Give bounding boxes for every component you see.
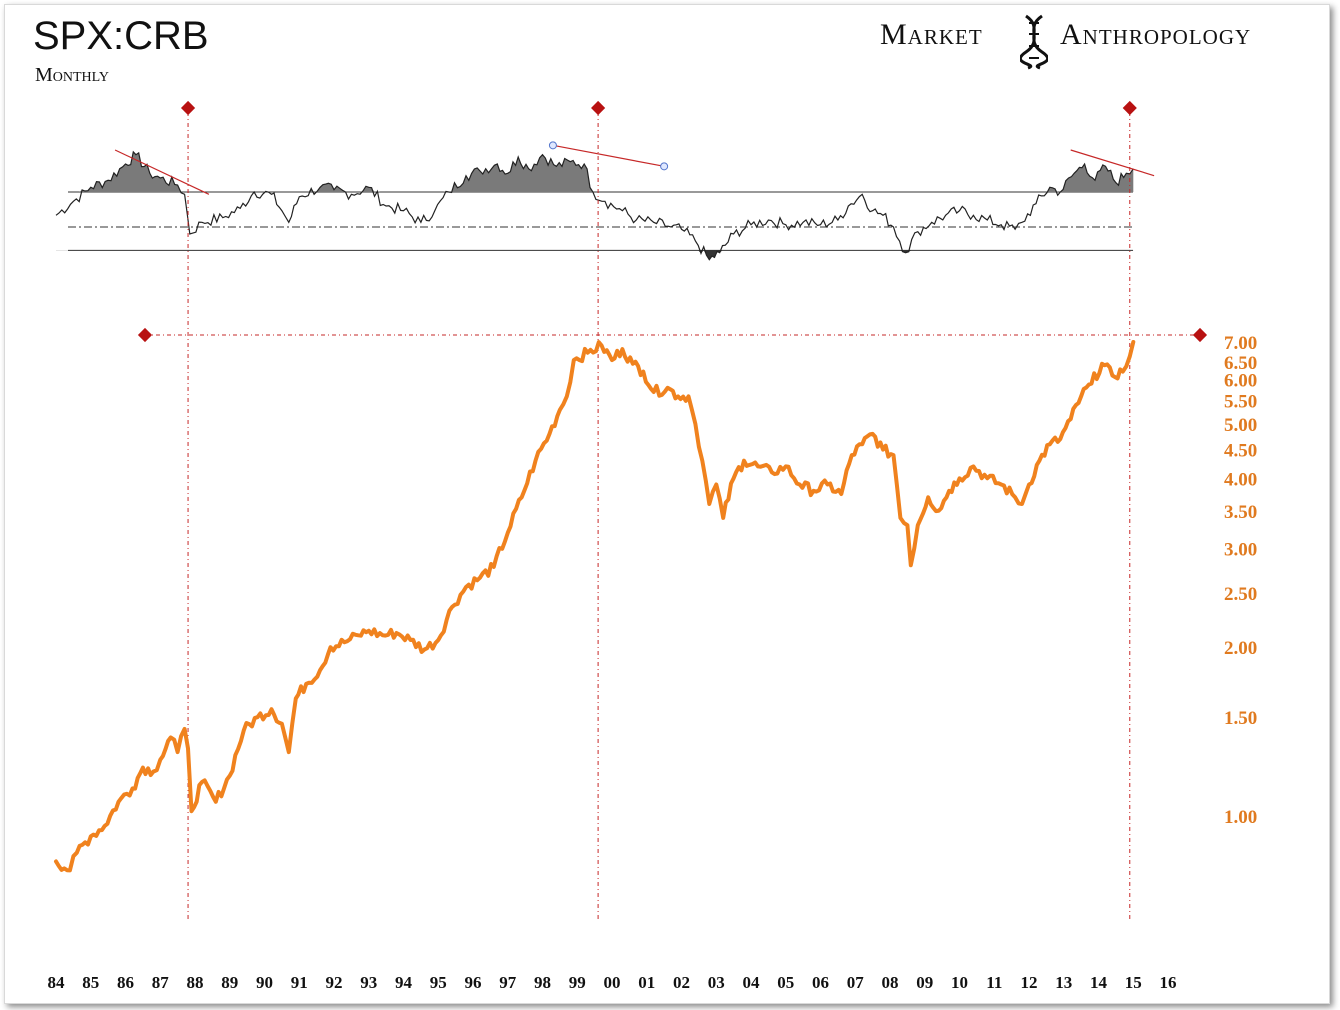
x-tick-label: 86 [117,973,134,992]
brand-name-right: Anthropology [1060,18,1252,51]
oscillator-overbought-area [56,151,1134,192]
x-tick-label: 14 [1090,973,1108,992]
x-tick-label: 91 [291,973,308,992]
x-tick-label: 09 [916,973,933,992]
x-tick-label: 08 [882,973,899,992]
x-tick-label: 06 [812,973,829,992]
y-tick-label: 7.00 [1224,333,1257,354]
diamond-marker [137,327,153,343]
x-tick-label: 05 [777,973,794,992]
x-tick-label: 16 [1160,973,1177,992]
y-tick-label: 2.50 [1224,584,1257,605]
x-tick-label: 88 [187,973,204,992]
oscillator-overbought-fill [56,151,1134,260]
x-tick-label: 13 [1055,973,1072,992]
diamond-marker [1192,327,1208,343]
x-tick-label: 95 [430,973,447,992]
y-tick-label: 3.50 [1224,502,1257,523]
x-tick-label: 89 [221,973,238,992]
x-tick-label: 07 [847,973,865,992]
x-tick-label: 94 [395,973,413,992]
x-tick-label: 12 [1021,973,1038,992]
y-tick-label: 4.50 [1224,441,1257,462]
x-tick-label: 01 [638,973,655,992]
x-tick-label: 92 [326,973,343,992]
chart-title: SPX:CRB [33,14,209,58]
x-tick-label: 02 [673,973,690,992]
y-tick-label: 5.00 [1224,415,1257,436]
divergence-trendline [552,144,665,167]
x-tick-label: 90 [256,973,273,992]
diamond-marker [1122,100,1137,116]
y-tick-label: 5.50 [1224,392,1257,413]
ratio-series [54,340,1136,873]
y-tick-label: 3.00 [1224,539,1257,560]
oscillator-line [55,150,1134,261]
x-tick-label: 84 [48,973,66,992]
brand-name-left: Market [880,18,983,51]
x-tick-label: 96 [465,973,482,992]
x-tick-label: 87 [152,973,170,992]
x-tick-label: 98 [534,973,551,992]
x-tick-label: 15 [1125,973,1142,992]
y-tick-label: 1.00 [1224,807,1257,828]
oscillator-oversold-area [56,250,1134,260]
ratio-line [54,340,1136,873]
x-tick-label: 11 [986,973,1002,992]
x-tick-label: 03 [708,973,725,992]
y-tick-label: 2.00 [1224,638,1257,659]
x-tick-label: 10 [951,973,968,992]
x-tick-label: 00 [604,973,621,992]
y-tick-label: 6.00 [1224,371,1257,392]
x-axis-ticks: 84 85 86 87 88 89 90 91 92 93 94 95 96 97 98 99 00 01 02 03… [48,973,1177,992]
diamond-marker [591,100,606,116]
divergence-trendline [114,149,210,195]
guide-lines [114,100,1208,922]
x-tick-label: 99 [569,973,586,992]
y-tick-label: 1.50 [1224,708,1257,729]
chart-subtitle: Monthly [35,64,109,86]
y-tick-label: 6.50 [1224,353,1257,374]
trendline-handle [548,141,557,150]
x-tick-label: 93 [360,973,377,992]
x-tick-label: 04 [743,973,761,992]
y-axis-ticks: 7.006.506.005.505.00 4.50 4.00 3.50 3.00 2.50… [1224,333,1257,828]
trendline-handle [660,162,669,171]
diamond-marker [180,100,196,116]
oscillator-series-line [55,150,1134,261]
x-tick-label: 85 [82,973,99,992]
divergence-trendline [1070,149,1155,177]
x-tick-label: 97 [499,973,517,992]
dna-icon [1020,14,1048,70]
y-tick-label: 4.00 [1224,469,1257,490]
